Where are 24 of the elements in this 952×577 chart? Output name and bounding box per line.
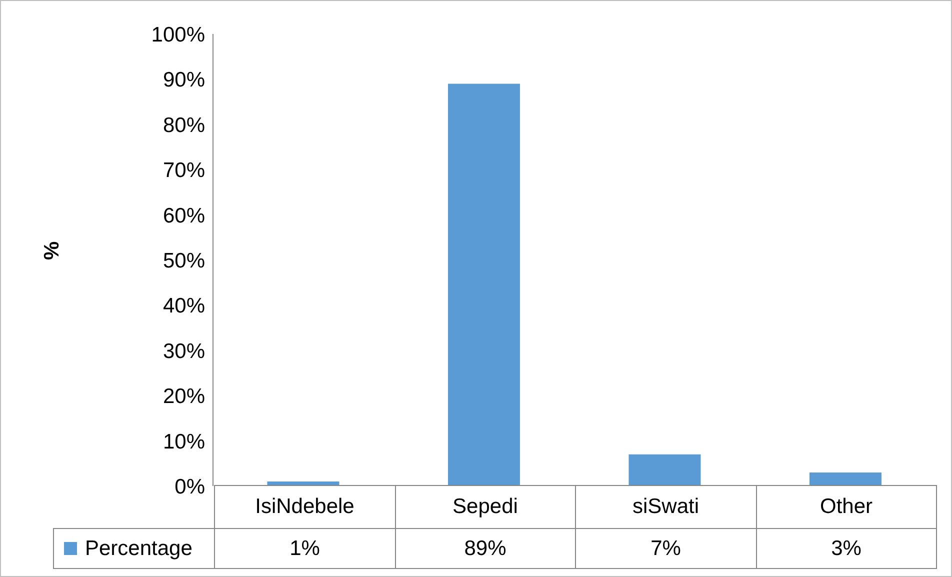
- y-axis-title: %: [40, 241, 64, 260]
- x-tick-label: Sepedi: [394, 485, 576, 529]
- x-tick-label: siSwati: [575, 485, 756, 529]
- y-tick-label: 100%: [151, 23, 205, 46]
- x-tick-label: IsiNdebele: [214, 485, 396, 529]
- y-tick-label: 30%: [162, 340, 205, 363]
- y-tick-label: 40%: [162, 294, 205, 318]
- y-tick-label: 10%: [162, 430, 205, 454]
- y-tick-label: 70%: [162, 159, 205, 182]
- x-tick-label: Other: [756, 485, 937, 529]
- data-label: 3%: [756, 528, 937, 569]
- y-tick-label: 20%: [162, 385, 205, 408]
- bar: [448, 84, 520, 486]
- legend-label: Percentage: [53, 528, 215, 569]
- y-tick-label: 80%: [162, 114, 205, 137]
- y-tick-label: 60%: [162, 204, 205, 228]
- y-tick-label: 0%: [174, 475, 205, 498]
- y-tick-label: 90%: [162, 68, 205, 92]
- bar: [809, 472, 882, 486]
- data-label: 7%: [575, 528, 756, 569]
- bar: [628, 454, 701, 486]
- data-label: 1%: [214, 528, 396, 569]
- data-label: 89%: [394, 528, 576, 569]
- y-tick-label: 50%: [162, 249, 205, 272]
